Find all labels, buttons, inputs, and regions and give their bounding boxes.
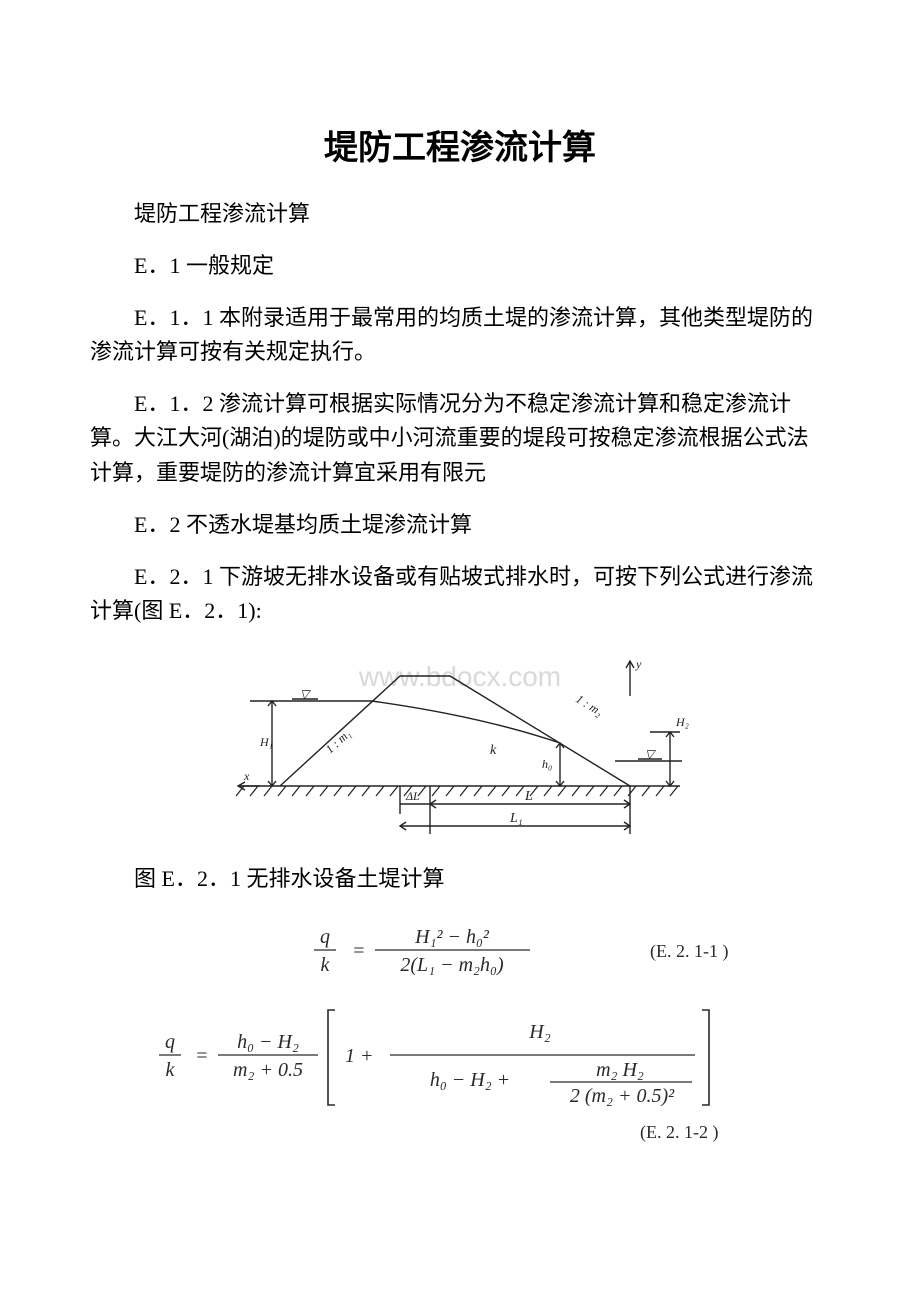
para-2: E．1 一般规定: [90, 249, 830, 283]
equation-2-svg: q k = h₀ − H₂ m₂ + 0.5 1 + H₂ h₀ − H₂ + …: [140, 1000, 780, 1150]
phreatic-line: [372, 701, 560, 743]
eq2-f2-den-b-den: 2 (m₂ + 0.5)²: [570, 1085, 675, 1107]
label-x: x: [243, 769, 250, 783]
label-h2: H₂: [675, 715, 689, 729]
equation-1-svg: q k = H₁² − h₀² 2(L₁ − m₂h₀) (E. 2. 1-1 …: [180, 915, 740, 985]
ground-hatching: [236, 786, 678, 796]
eq2-f2-den-b-num: m₂ H₂: [596, 1059, 644, 1081]
equation-1: q k = H₁² − h₀² 2(L₁ − m₂h₀) (E. 2. 1-1 …: [90, 915, 830, 990]
dam-cross-section-diagram: www.bdocx.com: [230, 646, 690, 846]
figure-diagram: www.bdocx.com: [90, 646, 830, 851]
eq2-f2-num: H₂: [528, 1021, 550, 1043]
figure-caption: 图 E．2．1 无排水设备土堤计算: [90, 861, 830, 893]
para-6: E．2．1 下游坡无排水设备或有贴坡式排水时，可按下列公式进行渗流计算(图 E．…: [90, 560, 830, 628]
eq2-label: (E. 2. 1-2 ): [640, 1122, 718, 1143]
document-page: 堤防工程渗流计算 堤防工程渗流计算 E．1 一般规定 E．1．1 本附录适用于最…: [0, 0, 920, 1225]
eq2-f1-num: h₀ − H₂: [237, 1031, 299, 1053]
label-k: k: [490, 743, 497, 758]
eq1-lhs-num: q: [320, 926, 330, 948]
label-h0: h₀: [542, 757, 552, 771]
eq2-lhs-den: k: [166, 1059, 176, 1081]
eq1-rhs-den: 2(L₁ − m₂h₀): [400, 954, 504, 976]
label-h1: H₁: [259, 735, 273, 749]
para-3: E．1．1 本附录适用于最常用的均质土堤的渗流计算，其他类型堤防的渗流计算可按有…: [90, 301, 830, 369]
label-l1: L₁: [509, 811, 523, 826]
dam-outline: [280, 676, 630, 786]
page-title: 堤防工程渗流计算: [90, 120, 830, 169]
eq1-lhs-den: k: [321, 954, 331, 976]
eq2-lhs-num: q: [165, 1031, 175, 1053]
label-l: L: [524, 789, 533, 804]
eq2-f2-den-a: h₀ − H₂ +: [430, 1069, 510, 1091]
para-5: E．2 不透水堤基均质土堤渗流计算: [90, 508, 830, 542]
label-dl: ΔL: [405, 789, 420, 803]
eq2-f1-den: m₂ + 0.5: [233, 1059, 303, 1081]
para-4: E．1．2 渗流计算可根据实际情况分为不稳定渗流计算和稳定渗流计算。大江大河(湖…: [90, 387, 830, 489]
para-1: 堤防工程渗流计算: [90, 197, 830, 231]
equation-2: q k = h₀ − H₂ m₂ + 0.5 1 + H₂ h₀ − H₂ + …: [90, 1000, 830, 1155]
eq2-one-plus: 1 +: [345, 1045, 374, 1067]
eq1-rhs-num: H₁² − h₀²: [414, 926, 490, 948]
label-y: y: [635, 657, 642, 671]
eq2-equals: =: [195, 1045, 209, 1067]
eq2-bracket-left: [328, 1010, 335, 1105]
eq2-bracket-right: [702, 1010, 709, 1105]
label-m2: 1 : m₂: [573, 692, 605, 719]
eq1-label: (E. 2. 1-1 ): [650, 941, 728, 962]
eq1-equals: =: [352, 940, 366, 962]
label-m1: 1 : m₁: [323, 726, 354, 756]
